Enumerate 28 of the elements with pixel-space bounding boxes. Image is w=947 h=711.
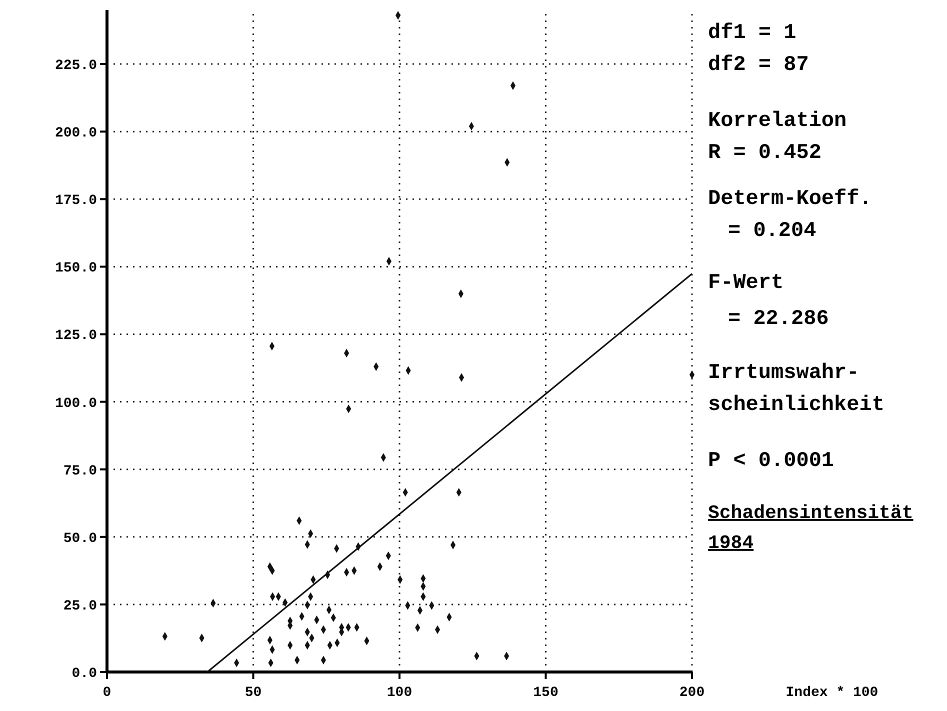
y-axis-title: Schadensintensität 1984 bbox=[708, 502, 914, 554]
x-tick-label: 50 bbox=[244, 685, 262, 701]
text: Determ-Koeff. bbox=[708, 188, 872, 211]
text: R = 0.452 bbox=[708, 142, 822, 165]
text: = 0.204 bbox=[728, 220, 816, 243]
y-tick-label: 0.0 bbox=[72, 666, 97, 682]
y-tick-label: 50.0 bbox=[63, 530, 97, 547]
text: Index * 100 bbox=[786, 685, 878, 701]
text: = 22.286 bbox=[728, 308, 829, 331]
text: scheinlichkeit bbox=[708, 394, 884, 417]
text: P < 0.0001 bbox=[708, 450, 834, 473]
x-tick-label: 0 bbox=[102, 685, 112, 701]
text: Irrtumswahr- bbox=[708, 362, 860, 385]
y-tick-label: 150.0 bbox=[54, 260, 97, 277]
x-tick-label: 150 bbox=[533, 685, 558, 701]
y-tick-label: 200.0 bbox=[54, 126, 97, 142]
x-tick-label: 100 bbox=[386, 685, 412, 701]
y-tick-label: 225.0 bbox=[54, 58, 97, 74]
text: Korrelation bbox=[708, 110, 847, 133]
text: F-Wert bbox=[708, 272, 784, 295]
y-tick-label: 100.0 bbox=[54, 396, 97, 412]
y-tick-label: 25.0 bbox=[63, 598, 97, 614]
text: df2 = 87 bbox=[708, 54, 809, 77]
y-tick-label: 125.0 bbox=[54, 328, 97, 344]
y-tick-label: 175.0 bbox=[54, 193, 97, 210]
x-tick-label: 200 bbox=[679, 685, 705, 701]
text: df1 = 1 bbox=[708, 22, 796, 45]
y-tick-label: 75.0 bbox=[63, 463, 97, 480]
